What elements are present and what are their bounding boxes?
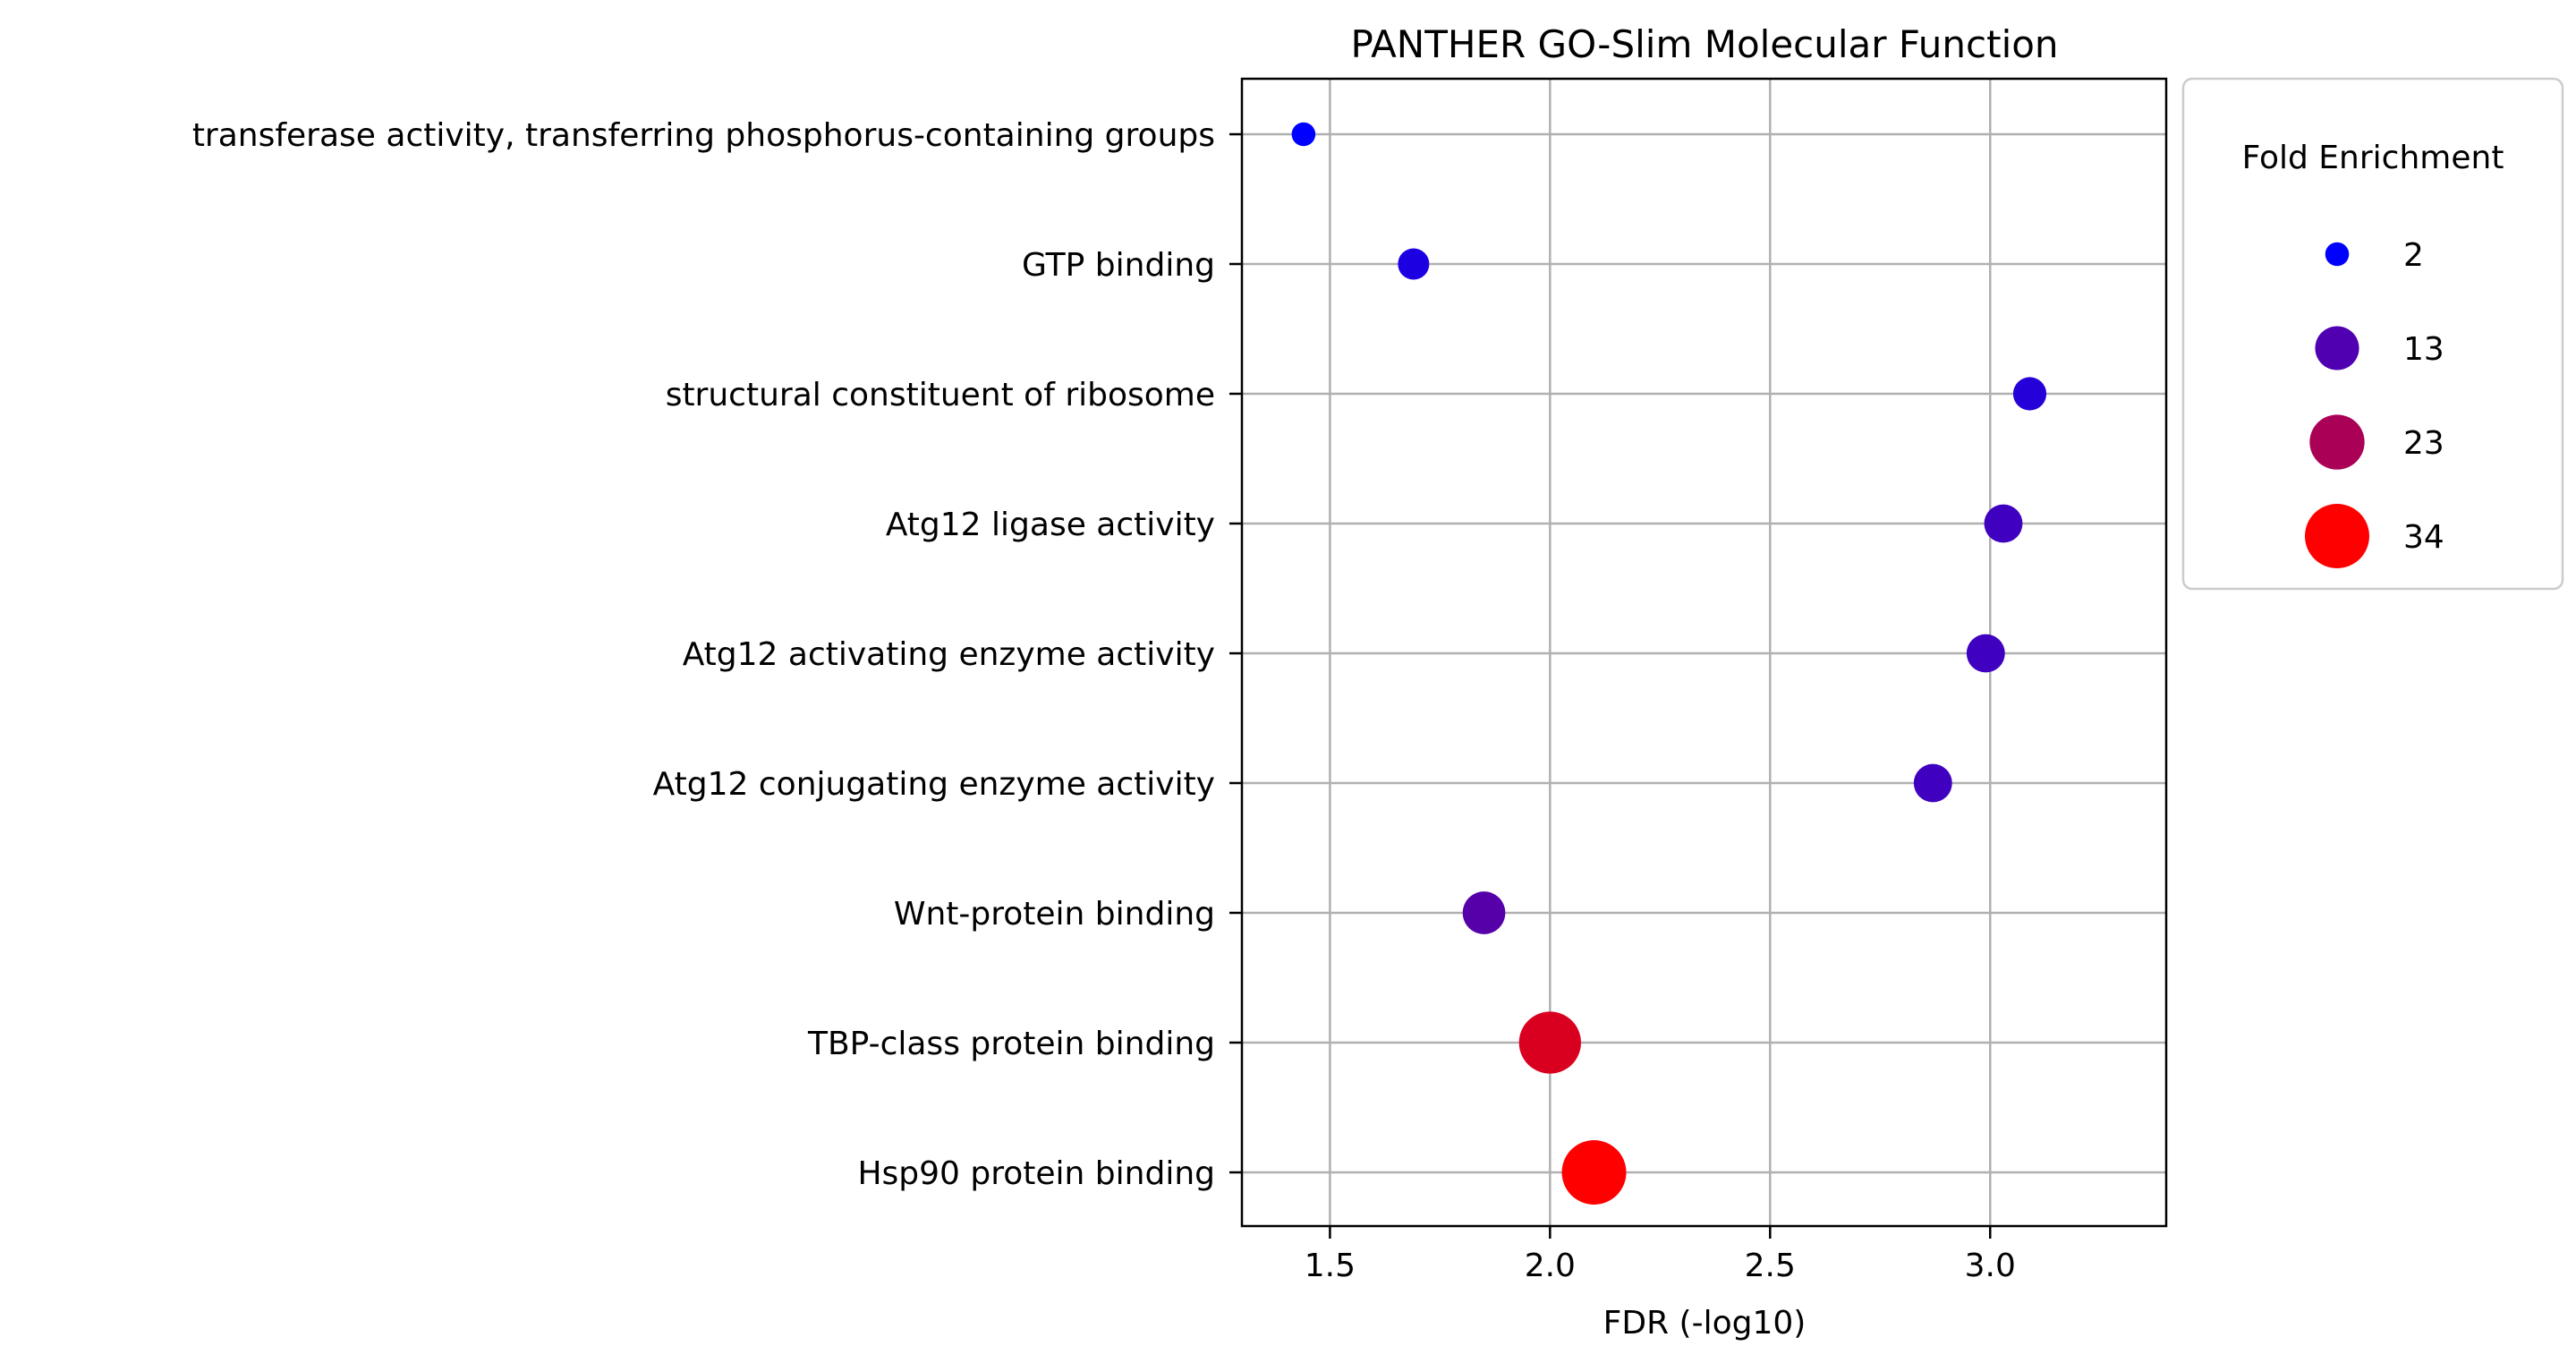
x-tick-label: 2.0 xyxy=(1525,1248,1576,1284)
data-point xyxy=(1462,891,1506,934)
x-tick-labels: 1.5 2.0 2.5 3.0 xyxy=(1305,1248,2016,1284)
legend-marker xyxy=(2315,326,2359,371)
x-axis-label: FDR (-log10) xyxy=(1603,1305,1807,1342)
legend-label: 13 xyxy=(2403,331,2444,368)
legend-marker xyxy=(2305,504,2369,568)
data-point xyxy=(1398,248,1430,280)
x-tick-label: 1.5 xyxy=(1305,1248,1356,1284)
category-label: TBP-class protein binding xyxy=(807,1026,1215,1062)
legend-marker xyxy=(2309,414,2365,470)
legend-label: 2 xyxy=(2403,237,2424,274)
category-label: Atg12 conjugating enzyme activity xyxy=(653,766,1215,803)
x-tick-label: 2.5 xyxy=(1745,1248,1796,1284)
x-tick-label: 3.0 xyxy=(1965,1248,2016,1284)
legend-entries: 2 13 23 34 xyxy=(2305,237,2444,568)
category-label: GTP binding xyxy=(1022,247,1215,284)
axis-ticks xyxy=(1229,132,1992,1239)
legend-label: 34 xyxy=(2403,519,2444,556)
plot-area-frame xyxy=(1240,77,2168,1228)
category-label: Atg12 activating enzyme activity xyxy=(683,636,1215,673)
category-label: Wnt-protein binding xyxy=(894,896,1215,933)
gridlines xyxy=(1242,79,2166,1226)
legend: Fold Enrichment 2 13 23 34 xyxy=(2181,77,2564,591)
data-point xyxy=(1561,1140,1627,1205)
legend-label: 23 xyxy=(2403,425,2444,462)
legend-frame xyxy=(2181,77,2564,591)
data-points xyxy=(1291,122,2047,1205)
data-point xyxy=(1518,1011,1581,1074)
category-label: Atg12 ligase activity xyxy=(886,507,1215,543)
data-point xyxy=(1984,504,2023,543)
legend-title: Fold Enrichment xyxy=(2242,140,2504,176)
data-point xyxy=(2012,377,2047,411)
category-label: structural constituent of ribosome xyxy=(666,377,1215,413)
category-label: Hsp90 protein binding xyxy=(857,1155,1215,1192)
category-label: transferase activity, transferring phosp… xyxy=(192,117,1215,154)
data-point xyxy=(1291,122,1316,147)
legend-marker xyxy=(2325,242,2350,267)
data-point xyxy=(1966,634,2005,673)
chart-title: PANTHER GO-Slim Molecular Function xyxy=(1350,22,2058,66)
category-labels: transferase activity, transferring phosp… xyxy=(192,117,1215,1192)
data-point xyxy=(1913,763,1952,803)
